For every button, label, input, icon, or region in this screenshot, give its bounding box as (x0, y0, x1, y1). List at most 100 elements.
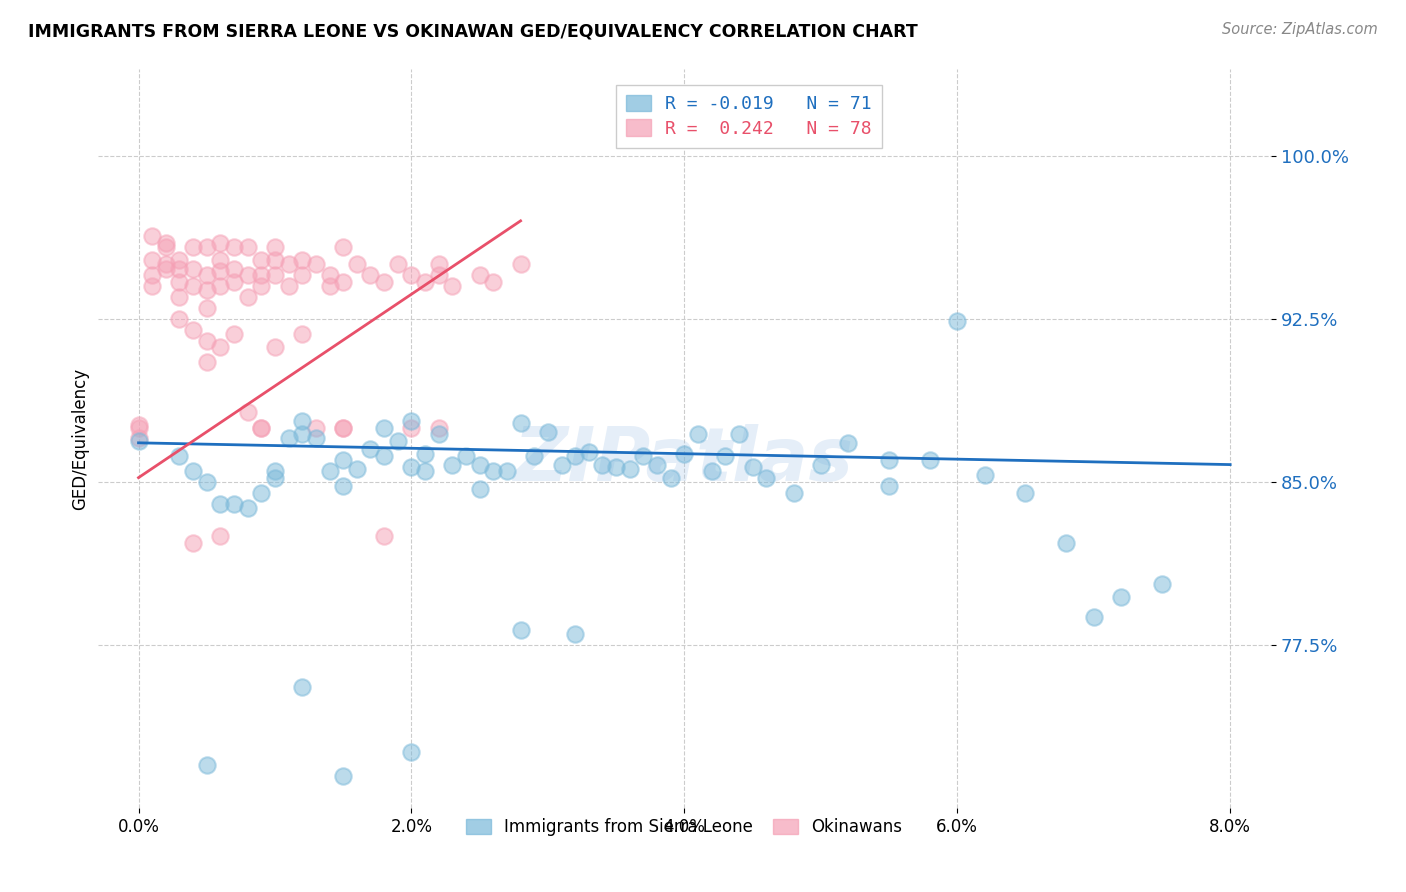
Point (332, 420, 354, 434)
Point (564, 627, 586, 641)
Point (305, 432, 328, 446)
Point (810, 458, 832, 472)
Point (169, 253, 191, 268)
Point (291, 680, 314, 694)
Point (1054, 536, 1077, 550)
Point (332, 769, 354, 783)
Point (468, 268, 491, 283)
Point (155, 257, 177, 271)
Point (222, 240, 245, 254)
Point (291, 268, 314, 283)
Point (169, 290, 191, 304)
Point (264, 240, 287, 254)
Point (236, 290, 259, 304)
Point (700, 464, 723, 478)
Point (1109, 591, 1132, 605)
Point (277, 432, 299, 446)
Point (181, 261, 204, 276)
Legend: Immigrants from Sierra Leone, Okinawans: Immigrants from Sierra Leone, Okinawans (458, 810, 911, 845)
Point (373, 529, 395, 543)
Point (401, 745, 423, 759)
Point (141, 268, 163, 283)
Point (264, 268, 287, 283)
Point (373, 449, 395, 463)
Point (181, 536, 204, 550)
Point (728, 427, 751, 442)
Point (673, 447, 696, 461)
Point (332, 420, 354, 434)
Point (714, 449, 737, 463)
Point (387, 434, 409, 448)
Point (332, 479, 354, 493)
Point (578, 444, 600, 458)
Point (591, 458, 613, 472)
Point (155, 261, 177, 276)
Point (155, 235, 177, 250)
Point (346, 462, 368, 476)
Point (360, 442, 382, 457)
Point (169, 311, 191, 326)
Point (128, 418, 150, 433)
Point (169, 275, 191, 289)
Point (195, 240, 218, 254)
Point (946, 314, 969, 328)
Point (181, 240, 204, 254)
Point (195, 284, 218, 298)
Point (209, 264, 232, 278)
Point (427, 427, 450, 442)
Point (277, 279, 299, 293)
Point (141, 279, 163, 293)
Point (181, 323, 204, 337)
Point (291, 427, 314, 442)
Y-axis label: GED/Equivalency: GED/Equivalency (72, 368, 89, 509)
Point (195, 301, 218, 315)
Point (482, 464, 505, 478)
Point (346, 257, 368, 271)
Point (1083, 610, 1105, 624)
Point (209, 340, 232, 354)
Point (181, 464, 204, 478)
Point (468, 458, 491, 472)
Text: Source: ZipAtlas.com: Source: ZipAtlas.com (1222, 22, 1378, 37)
Point (169, 261, 191, 276)
Point (401, 459, 423, 474)
Point (318, 268, 340, 283)
Point (195, 268, 218, 283)
Point (973, 468, 995, 483)
Point (141, 253, 163, 268)
Text: IMMIGRANTS FROM SIERRA LEONE VS OKINAWAN GED/EQUIVALENCY CORRELATION CHART: IMMIGRANTS FROM SIERRA LEONE VS OKINAWAN… (28, 22, 918, 40)
Point (222, 261, 245, 276)
Point (509, 416, 531, 430)
Point (468, 482, 491, 496)
Point (837, 435, 859, 450)
Point (741, 459, 763, 474)
Point (195, 475, 218, 489)
Point (250, 420, 273, 434)
Point (401, 420, 423, 434)
Text: ZIPatlas: ZIPatlas (515, 425, 855, 497)
Point (209, 253, 232, 268)
Point (236, 268, 259, 283)
Point (918, 453, 941, 467)
Point (305, 420, 328, 434)
Point (454, 449, 477, 463)
Point (755, 470, 778, 484)
Point (291, 414, 314, 428)
Point (387, 257, 409, 271)
Point (222, 326, 245, 341)
Point (209, 497, 232, 511)
Point (550, 458, 572, 472)
Point (195, 355, 218, 369)
Point (291, 253, 314, 268)
Point (195, 758, 218, 772)
Point (318, 464, 340, 478)
Point (209, 235, 232, 250)
Point (427, 257, 450, 271)
Point (427, 268, 450, 283)
Point (496, 464, 519, 478)
Point (236, 240, 259, 254)
Point (181, 279, 204, 293)
Point (619, 462, 641, 476)
Point (209, 279, 232, 293)
Point (250, 268, 273, 283)
